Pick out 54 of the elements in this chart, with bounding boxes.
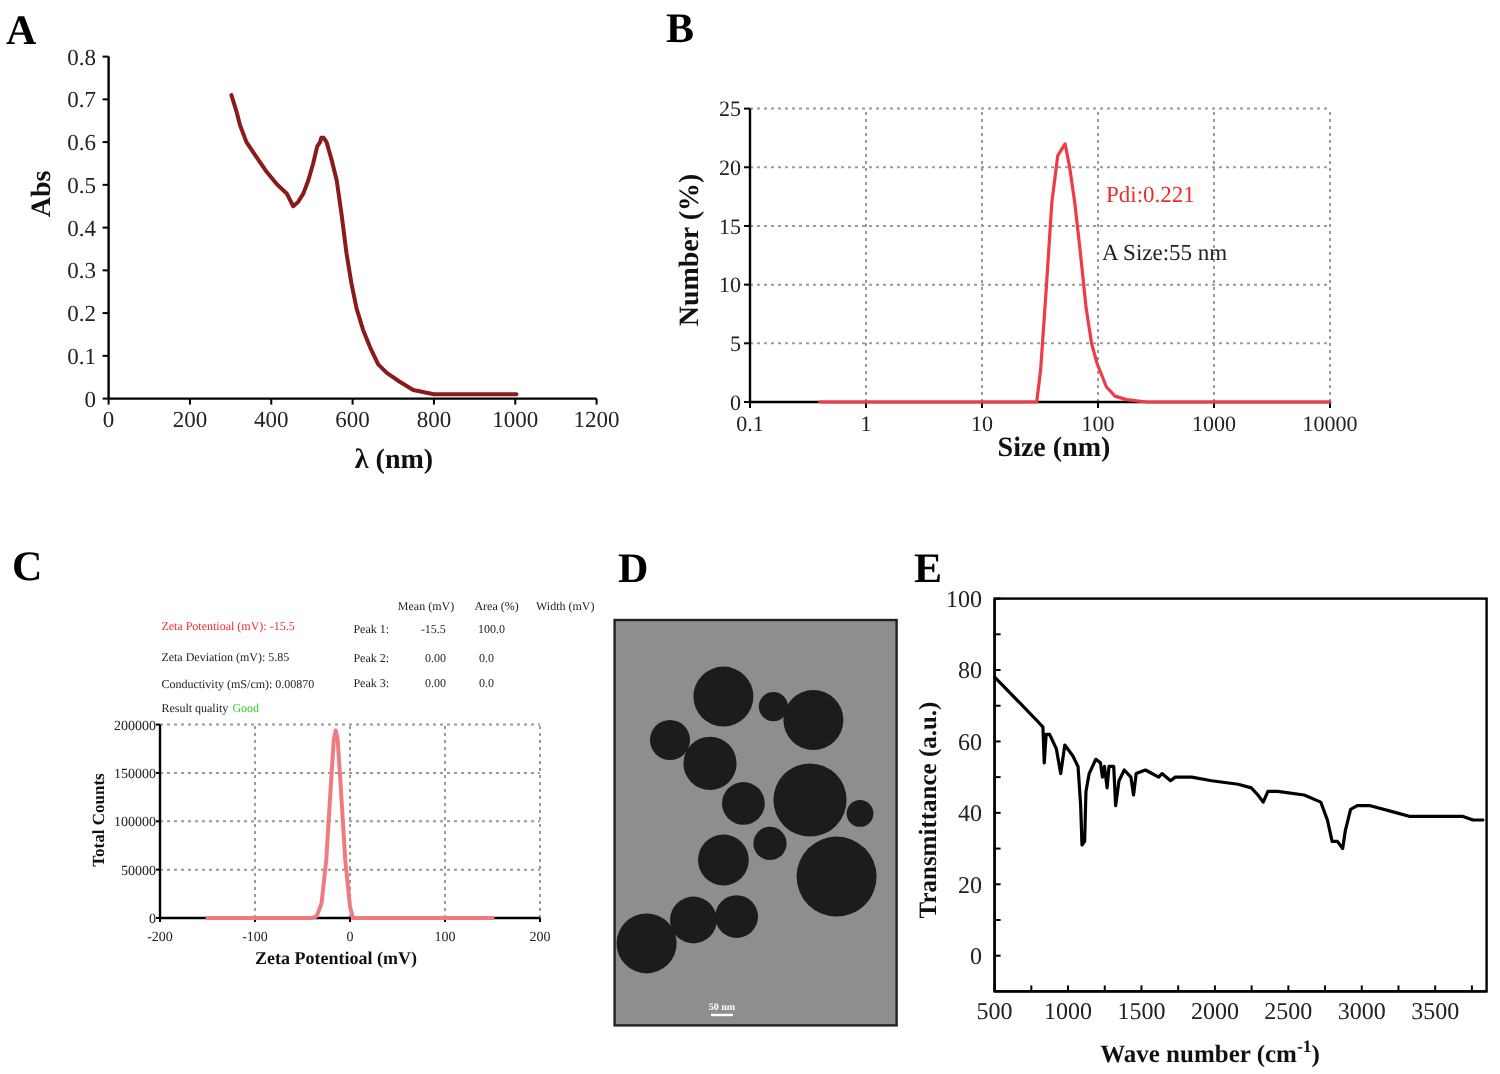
- x-tick-label: 100: [1081, 413, 1116, 437]
- x-tick-label: 1000: [492, 409, 539, 433]
- x-tick-label: 800: [416, 409, 452, 433]
- x-tick-label: 1500: [1117, 997, 1166, 1025]
- x-tick-label: 10000: [1302, 413, 1359, 437]
- x-tick-label: 200: [172, 409, 208, 433]
- x-axis-title: Zeta Potentioal (mV): [255, 948, 417, 968]
- y-tick-label: 100: [946, 585, 982, 613]
- y-tick-label: 0.3: [67, 260, 97, 285]
- y-tick-label: 20: [719, 156, 742, 181]
- chart-title: A: [6, 6, 38, 54]
- x-axis-title: Size (nm): [997, 434, 1112, 464]
- y-tick-label: 0.5: [67, 174, 97, 199]
- x-tick-label: 600: [335, 409, 371, 433]
- y-tick-label: 60: [958, 727, 982, 756]
- x-tick-label: 400: [254, 409, 290, 433]
- y-axis-title: Transmittance (a.u.): [914, 701, 942, 919]
- x-axis-title: λ (nm): [354, 446, 434, 476]
- line-series: [229, 93, 519, 397]
- x-axis-title: Wave number (cm$^{-1}$): [1100, 1036, 1320, 1068]
- y-tick-label: 10: [719, 274, 742, 299]
- x-tick-label: 1000: [1044, 997, 1093, 1025]
- chart-title: B: [666, 4, 695, 52]
- chart-title: C: [12, 542, 43, 590]
- y-tick-label: 25: [719, 98, 742, 123]
- y-tick-label: 0: [84, 388, 97, 413]
- y-tick-label: 15: [719, 215, 742, 240]
- x-tick-label: 2500: [1264, 997, 1313, 1025]
- chart-title: E: [914, 544, 943, 592]
- y-tick-label: 0.6: [67, 132, 97, 157]
- y-axis-title: Number (%): [675, 172, 705, 327]
- y-tick-label: 0.2: [67, 303, 97, 328]
- y-axis-title: Abs: [27, 169, 57, 218]
- x-tick-label: 1: [860, 413, 872, 437]
- annotation: A Size:55 nm: [1102, 242, 1228, 266]
- y-tick-label: 0.7: [67, 89, 97, 114]
- y-tick-label: 80: [958, 656, 982, 685]
- y-axis-title: Total Counts: [88, 771, 108, 867]
- x-tick-label: 1200: [573, 409, 621, 433]
- y-tick-label: 0.8: [67, 46, 97, 71]
- x-tick-label: 3500: [1411, 997, 1460, 1025]
- y-tick-label: 0.1: [67, 345, 97, 370]
- x-tick-label: 3000: [1337, 997, 1386, 1025]
- y-tick-label: 5: [730, 333, 742, 358]
- y-tick-label: 0: [730, 391, 742, 416]
- y-tick-label: 20: [958, 870, 982, 899]
- x-tick-label: 500: [976, 997, 1013, 1025]
- text: D: [618, 544, 649, 592]
- annotation: Pdi:0.221: [1106, 184, 1196, 208]
- x-tick-label: 1000: [1192, 413, 1237, 437]
- x-tick-label: 2000: [1190, 997, 1239, 1025]
- y-tick-label: 40: [958, 799, 982, 828]
- line-series: [205, 728, 495, 920]
- y-tick-label: 0.4: [67, 217, 97, 242]
